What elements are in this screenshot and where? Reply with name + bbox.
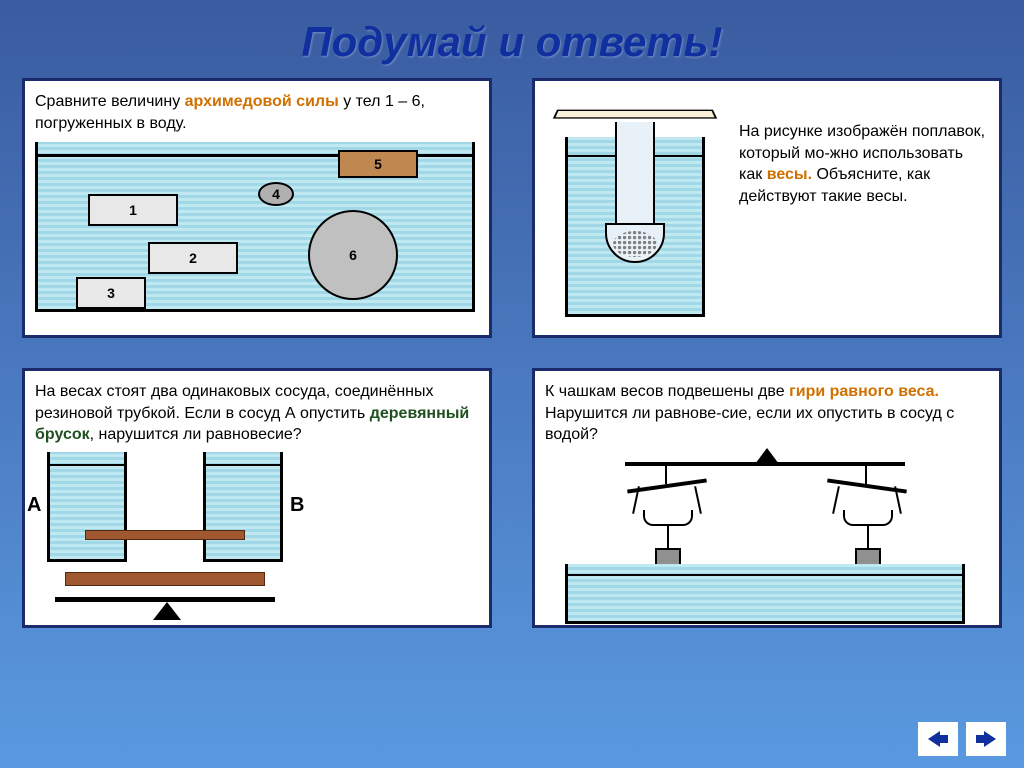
question-1-panel: Сравните величину архимедовой силы у тел… — [22, 78, 492, 338]
beam — [625, 462, 905, 466]
vessel-b — [203, 452, 283, 562]
float-plate — [553, 110, 717, 119]
page-title: Подумай и ответь! — [0, 0, 1024, 78]
label-b: В — [290, 492, 304, 519]
tube-lower — [65, 572, 265, 586]
vessel-a — [47, 452, 127, 562]
q2-float-diagram — [545, 97, 725, 317]
block-5: 5 — [338, 150, 418, 178]
q4-text: К чашкам весов подвешены две гири равног… — [545, 381, 989, 446]
q3-text: На весах стоят два одинаковых сосуда, со… — [35, 381, 479, 446]
question-2-panel: На рисунке изображён поплавок, который м… — [532, 78, 1002, 338]
nav-buttons — [918, 722, 1006, 756]
block-1: 1 — [88, 194, 178, 226]
balance-pivot — [153, 602, 181, 620]
question-4-panel: К чашкам весов подвешены две гири равног… — [532, 368, 1002, 628]
q4-post: Нарушится ли равнове-сие, если их опусти… — [545, 405, 954, 444]
block-2: 2 — [148, 242, 238, 274]
q2-highlight: весы. — [767, 166, 812, 183]
float-shot — [613, 231, 657, 257]
pan-right — [843, 510, 893, 526]
water-trough — [565, 564, 965, 624]
block-3: 3 — [76, 277, 146, 309]
q1-highlight: архимедовой силы — [185, 93, 339, 110]
block-4: 4 — [258, 182, 294, 206]
nav-back-button[interactable] — [918, 722, 958, 756]
block-6: 6 — [308, 210, 398, 300]
q1-tank-diagram: 5 1 4 6 2 3 — [35, 142, 475, 312]
q4-balance-diagram — [545, 454, 985, 624]
q2-text: На рисунке изображён поплавок, который м… — [739, 91, 989, 317]
q4-pre: К чашкам весов подвешены две — [545, 383, 789, 400]
q1-text: Сравните величину архимедовой силы у тел… — [35, 91, 479, 134]
q3-post: , нарушится ли равновесие? — [90, 426, 302, 443]
pan-left — [643, 510, 693, 526]
arrow-left-icon — [926, 729, 950, 749]
q1-pre: Сравните величину — [35, 93, 185, 110]
tube-upper — [85, 530, 245, 540]
q3-vessels-diagram: А В — [35, 452, 295, 622]
question-3-panel: На весах стоят два одинаковых сосуда, со… — [22, 368, 492, 628]
arrow-right-icon — [974, 729, 998, 749]
nav-next-button[interactable] — [966, 722, 1006, 756]
float-stem — [615, 122, 655, 232]
questions-grid: Сравните величину архимедовой силы у тел… — [0, 78, 1024, 628]
label-a: А — [27, 492, 41, 519]
q4-highlight: гири равного веса. — [789, 383, 939, 400]
